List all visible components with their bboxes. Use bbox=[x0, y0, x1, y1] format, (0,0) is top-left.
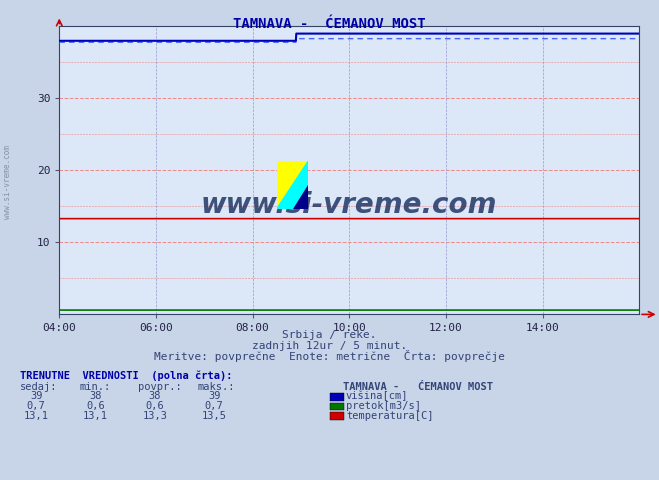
Text: temperatura[C]: temperatura[C] bbox=[346, 410, 434, 420]
Text: Meritve: povprečne  Enote: metrične  Črta: povprečje: Meritve: povprečne Enote: metrične Črta:… bbox=[154, 350, 505, 362]
Polygon shape bbox=[277, 161, 308, 209]
Text: 38: 38 bbox=[149, 391, 161, 401]
Text: TRENUTNE  VREDNOSTI  (polna črta):: TRENUTNE VREDNOSTI (polna črta): bbox=[20, 371, 232, 381]
Text: pretok[m3/s]: pretok[m3/s] bbox=[346, 401, 421, 411]
Polygon shape bbox=[277, 161, 308, 209]
Text: maks.:: maks.: bbox=[198, 382, 235, 392]
Text: povpr.:: povpr.: bbox=[138, 382, 182, 392]
Polygon shape bbox=[293, 185, 308, 209]
Text: 39: 39 bbox=[30, 391, 42, 401]
Text: www.si-vreme.com: www.si-vreme.com bbox=[3, 145, 13, 219]
Text: 13,1: 13,1 bbox=[83, 410, 108, 420]
Text: 0,6: 0,6 bbox=[86, 401, 105, 411]
Text: 0,7: 0,7 bbox=[205, 401, 223, 411]
Text: zadnjih 12ur / 5 minut.: zadnjih 12ur / 5 minut. bbox=[252, 341, 407, 351]
Text: 13,1: 13,1 bbox=[24, 410, 49, 420]
Text: 13,3: 13,3 bbox=[142, 410, 167, 420]
Text: višina[cm]: višina[cm] bbox=[346, 391, 409, 401]
Text: 13,5: 13,5 bbox=[202, 410, 227, 420]
Text: 38: 38 bbox=[90, 391, 101, 401]
Text: www.si-vreme.com: www.si-vreme.com bbox=[201, 191, 498, 219]
Text: 39: 39 bbox=[208, 391, 220, 401]
Text: min.:: min.: bbox=[79, 382, 110, 392]
Text: TAMNAVA -   ĆEMANOV MOST: TAMNAVA - ĆEMANOV MOST bbox=[343, 382, 493, 392]
Text: 0,6: 0,6 bbox=[146, 401, 164, 411]
Text: TAMNAVA -  ĆEMANOV MOST: TAMNAVA - ĆEMANOV MOST bbox=[233, 17, 426, 31]
Text: sedaj:: sedaj: bbox=[20, 382, 57, 392]
Text: Srbija / reke.: Srbija / reke. bbox=[282, 330, 377, 340]
Text: 0,7: 0,7 bbox=[27, 401, 45, 411]
